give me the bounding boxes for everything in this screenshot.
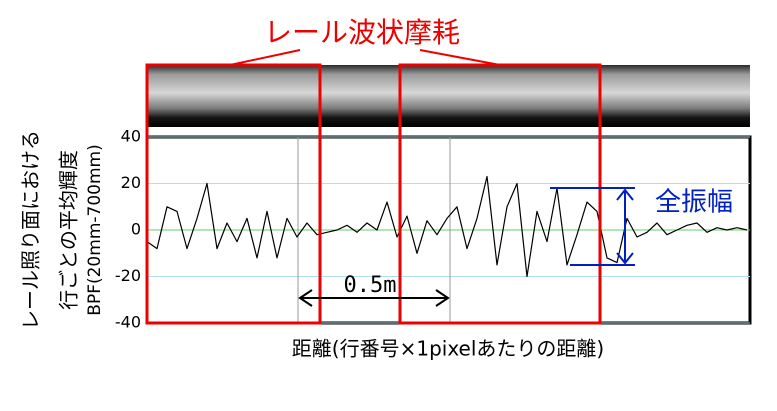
y-tick-label: 20 — [121, 173, 141, 192]
data-line — [146, 175, 748, 278]
y-axis-label: BPF(20mm-700mm) — [85, 144, 105, 315]
amplitude-label: 全振幅 — [655, 188, 733, 218]
callout-line — [419, 49, 501, 66]
callout-line — [229, 49, 301, 66]
scale-label: 0.5m — [344, 273, 397, 298]
y-tick-label: -40 — [115, 313, 141, 332]
rail-title: レール波状摩耗 — [264, 16, 460, 49]
x-axis-label: 距離(行番号×1pixelあたりの距離) — [292, 337, 604, 361]
y-tick-label: -20 — [115, 266, 141, 285]
y-tick-label: 40 — [121, 127, 141, 146]
arrow-head — [616, 188, 634, 265]
y-axis-label: 行ごとの平均輝度 — [57, 150, 81, 310]
arrow-head — [298, 289, 450, 307]
rail-image — [147, 65, 750, 127]
y-tick-label: 0 — [131, 220, 141, 239]
y-axis-label: レール照り面における — [19, 130, 43, 330]
